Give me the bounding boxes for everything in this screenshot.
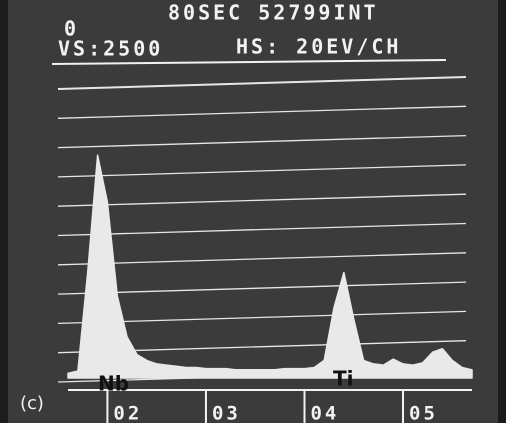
horizontal-scale: HS: 20EV/CH [236,35,401,59]
panel-label: (c) [20,393,44,414]
peak-label: Ti [333,367,354,391]
peak-label: Nb [98,372,129,396]
acquisition-info: 80SEC 52799INT [168,1,379,25]
x-tick-label: 05 [409,403,438,423]
x-tick-label: 03 [212,403,241,423]
vertical-scale: VS:2500 [58,37,163,61]
x-tick-label: 02 [113,403,142,423]
page: {"chart_data": { "type": "area", "annota… [0,0,506,423]
x-tick-label: 04 [310,403,339,423]
chart: 0 80SEC 52799INT VS:2500 HS: 20EV/CH (c)… [0,0,506,423]
